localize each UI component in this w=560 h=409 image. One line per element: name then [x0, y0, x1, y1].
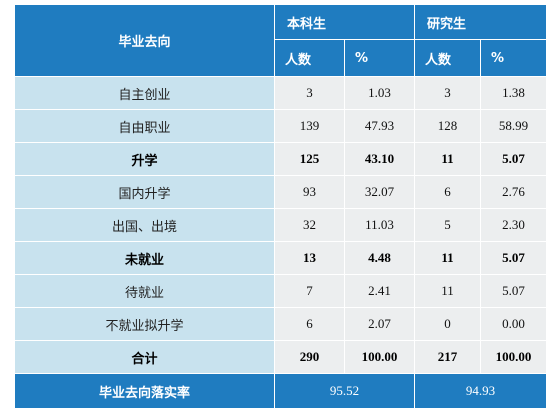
- header-graduate: 研究生: [414, 4, 548, 40]
- ug-count-cell: 13: [274, 241, 345, 275]
- ug-count-cell: 125: [274, 142, 345, 176]
- g-count-cell: 11: [414, 241, 482, 275]
- g-percent-cell: 100.00: [480, 340, 548, 374]
- ug-count-cell: 93: [274, 175, 345, 209]
- ug-percent-cell: 11.03: [343, 208, 416, 242]
- header-g-percent: %: [480, 39, 548, 77]
- ug-percent-cell: 32.07: [343, 175, 416, 209]
- ug-percent-cell: 100.00: [343, 340, 416, 374]
- g-percent-cell: 5.07: [480, 241, 548, 275]
- table-row: 待就业 7 2.41 11 5.07: [14, 274, 548, 308]
- table-row: 国内升学 93 32.07 6 2.76: [14, 175, 548, 209]
- g-count-cell: 0: [414, 307, 482, 341]
- row-label: 待就业: [14, 274, 275, 308]
- header-ug-count: 人数: [274, 39, 345, 77]
- table-row: 未就业 13 4.48 11 5.07: [14, 241, 548, 275]
- ug-percent-cell: 2.41: [343, 274, 416, 308]
- ug-percent-cell: 43.10: [343, 142, 416, 176]
- header-undergraduate: 本科生: [273, 4, 416, 40]
- placement-rate-label: 毕业去向落实率: [14, 373, 275, 409]
- table-row: 升学 125 43.10 11 5.07: [14, 142, 548, 176]
- ug-percent-cell: 4.48: [343, 241, 416, 275]
- ug-count-cell: 32: [274, 208, 345, 242]
- g-placement-rate: 94.93: [414, 373, 548, 409]
- ug-count-cell: 6: [274, 307, 345, 341]
- table-row: 自主创业 3 1.03 3 1.38: [14, 76, 548, 110]
- ug-count-cell: 139: [274, 109, 345, 143]
- g-percent-cell: 2.76: [480, 175, 548, 209]
- total-row: 合计 290 100.00 217 100.00: [14, 340, 548, 374]
- ug-placement-rate: 95.52: [273, 373, 416, 409]
- row-label: 未就业: [14, 241, 275, 275]
- g-percent-cell: 0.00: [480, 307, 548, 341]
- header-g-count: 人数: [414, 39, 482, 77]
- g-count-cell: 5: [414, 208, 482, 242]
- ug-percent-cell: 2.07: [343, 307, 416, 341]
- g-count-cell: 3: [414, 76, 482, 110]
- row-label: 国内升学: [14, 175, 275, 209]
- header-row-1: 毕业去向 本科生 研究生: [14, 4, 548, 77]
- header-destination: 毕业去向: [14, 4, 275, 77]
- g-count-cell: 128: [414, 109, 482, 143]
- row-label: 自由职业: [14, 109, 275, 143]
- row-label: 不就业拟升学: [14, 307, 275, 341]
- g-percent-cell: 1.38: [480, 76, 548, 110]
- row-label: 合计: [14, 340, 275, 374]
- g-percent-cell: 5.07: [480, 142, 548, 176]
- g-count-cell: 11: [414, 142, 482, 176]
- table-row: 不就业拟升学 6 2.07 0 0.00: [14, 307, 548, 341]
- ug-count-cell: 3: [274, 76, 345, 110]
- placement-rate-row: 毕业去向落实率 95.52 94.93: [14, 373, 548, 409]
- header-row-2: 人数 % 人数 %: [15, 39, 548, 77]
- table-row: 自由职业 139 47.93 128 58.99: [14, 109, 548, 143]
- ug-count-cell: 290: [274, 340, 345, 374]
- ug-percent-cell: 47.93: [343, 109, 416, 143]
- ug-percent-cell: 1.03: [343, 76, 416, 110]
- row-label: 出国、出境: [14, 208, 275, 242]
- g-percent-cell: 58.99: [480, 109, 548, 143]
- row-label: 升学: [14, 142, 275, 176]
- g-count-cell: 11: [414, 274, 482, 308]
- row-label: 自主创业: [14, 76, 275, 110]
- ug-count-cell: 7: [274, 274, 345, 308]
- g-percent-cell: 5.07: [480, 274, 548, 308]
- g-percent-cell: 2.30: [480, 208, 548, 242]
- destination-table: 毕业去向 本科生 研究生 人数 % 人数 % 自主创业 3 1.03 3 1.3…: [14, 4, 548, 409]
- table-row: 出国、出境 32 11.03 5 2.30: [14, 208, 548, 242]
- g-count-cell: 6: [414, 175, 482, 209]
- g-count-cell: 217: [414, 340, 482, 374]
- header-ug-percent: %: [343, 39, 416, 77]
